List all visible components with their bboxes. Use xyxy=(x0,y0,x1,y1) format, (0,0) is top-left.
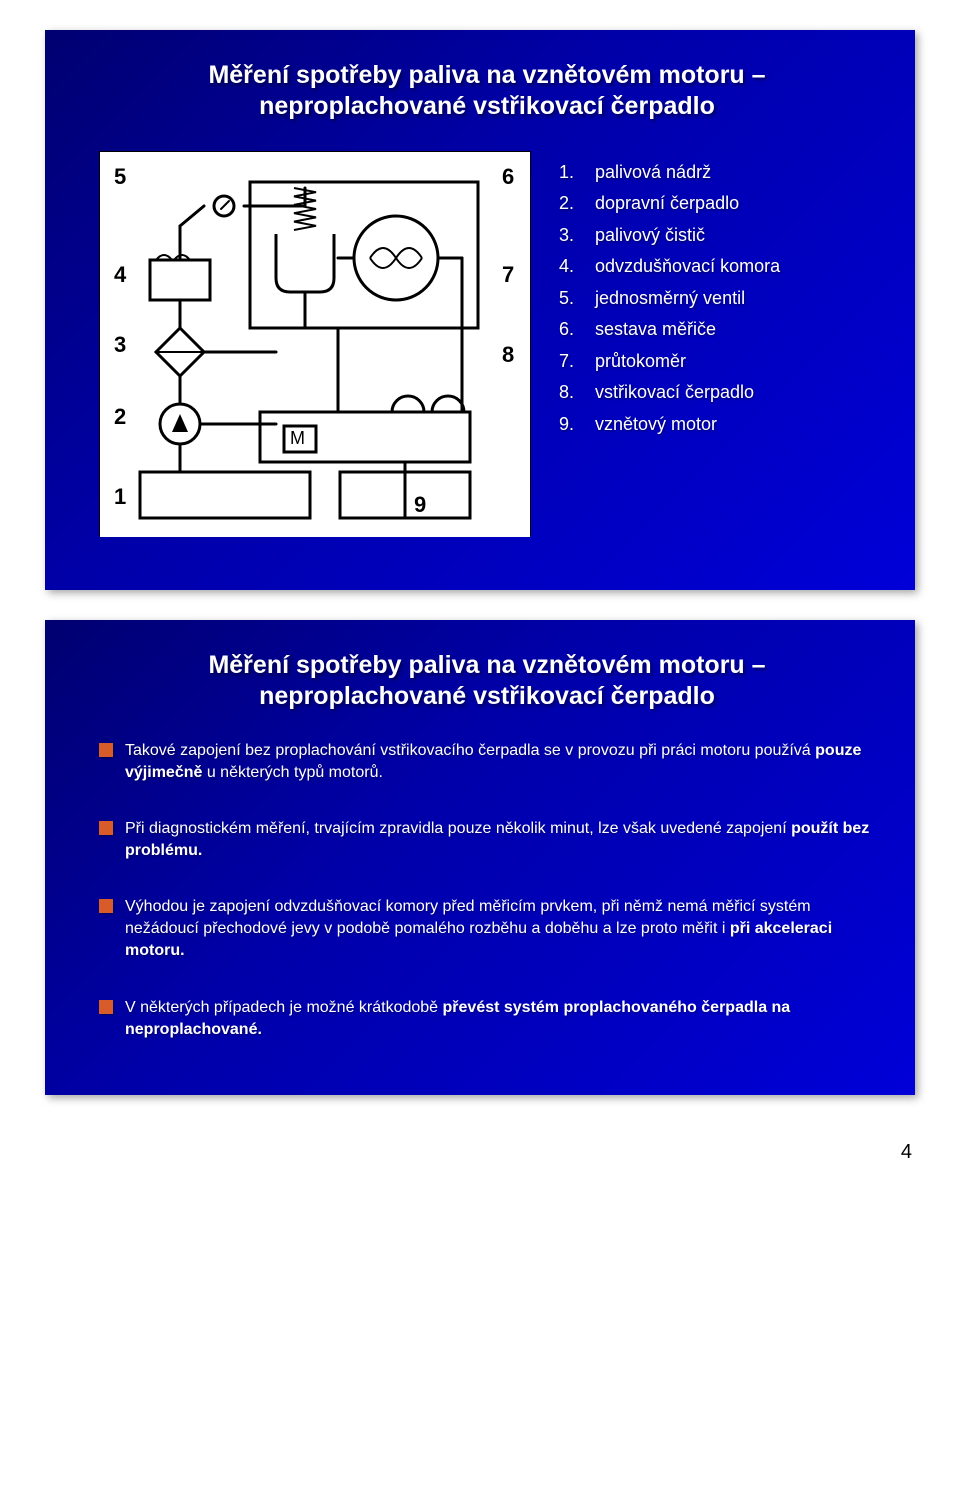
legend-item-number: 8. xyxy=(559,377,581,409)
legend-item: 4. odvzdušňovací komora xyxy=(559,251,875,283)
bullet-marker-icon xyxy=(99,743,113,757)
svg-text:M: M xyxy=(290,428,305,448)
bullet-item: V některých případech je možné krátkodob… xyxy=(99,997,875,1041)
legend-item: 5. jednosměrný ventil xyxy=(559,283,875,315)
legend-item-number: 3. xyxy=(559,220,581,252)
title-line-1: Měření spotřeby paliva na vznětovém moto… xyxy=(208,651,765,679)
legend-item-label: sestava měřiče xyxy=(595,314,716,346)
svg-text:1: 1 xyxy=(114,484,126,509)
legend-item-number: 4. xyxy=(559,251,581,283)
title-line-1: Měření spotřeby paliva na vznětovém moto… xyxy=(208,61,765,89)
page-number: 4 xyxy=(0,1141,912,1164)
bullet-marker-icon xyxy=(99,899,113,913)
legend-item-label: vznětový motor xyxy=(595,409,717,441)
legend-item-number: 9. xyxy=(559,409,581,441)
legend-item-label: vstřikovací čerpadlo xyxy=(595,377,754,409)
slide-1-title: Měření spotřeby paliva na vznětovém moto… xyxy=(99,60,875,123)
legend-item: 3. palivový čistič xyxy=(559,220,875,252)
legend-item-number: 7. xyxy=(559,346,581,378)
legend-item-number: 5. xyxy=(559,283,581,315)
svg-text:3: 3 xyxy=(114,332,126,357)
title-line-2: neproplachované vstřikovací čerpadlo xyxy=(259,682,715,710)
title-line-2: neproplachované vstřikovací čerpadlo xyxy=(259,92,715,120)
legend-item: 6. sestava měřiče xyxy=(559,314,875,346)
legend-item: 1. palivová nádrž xyxy=(559,157,875,189)
legend-item-label: dopravní čerpadlo xyxy=(595,188,739,220)
bullet-text: V některých případech je možné krátkodob… xyxy=(125,997,875,1041)
bullet-text: Výhodou je zapojení odvzdušňovací komory… xyxy=(125,896,875,962)
svg-text:6: 6 xyxy=(502,164,514,189)
svg-text:2: 2 xyxy=(114,404,126,429)
legend-item-label: odvzdušňovací komora xyxy=(595,251,780,283)
legend-item: 9. vznětový motor xyxy=(559,409,875,441)
svg-text:8: 8 xyxy=(502,342,514,367)
svg-text:9: 9 xyxy=(414,492,426,517)
svg-text:4: 4 xyxy=(114,262,127,287)
legend-item-label: jednosměrný ventil xyxy=(595,283,745,315)
slide-2-title: Měření spotřeby paliva na vznětovém moto… xyxy=(99,650,875,713)
legend-item-number: 6. xyxy=(559,314,581,346)
svg-text:7: 7 xyxy=(502,262,514,287)
bullet-list: Takové zapojení bez proplachování vstřik… xyxy=(99,740,875,1041)
legend-item: 8. vstřikovací čerpadlo xyxy=(559,377,875,409)
bullet-item: Při diagnostickém měření, trvajícím zpra… xyxy=(99,818,875,862)
slide-2: Měření spotřeby paliva na vznětovém moto… xyxy=(45,620,915,1095)
diagram-svg: M 1 2 3 4 5 6 7 8 9 xyxy=(100,152,530,537)
slide-1-body: M 1 2 3 4 5 6 7 8 9 1. palivová nádrž 2. dopravní če… xyxy=(99,151,875,536)
legend-item: 2. dopravní čerpadlo xyxy=(559,188,875,220)
slide-1: Měření spotřeby paliva na vznětovém moto… xyxy=(45,30,915,590)
diagram-legend: 1. palivová nádrž 2. dopravní čerpadlo 3. pal… xyxy=(559,157,875,441)
bullet-item: Výhodou je zapojení odvzdušňovací komory… xyxy=(99,896,875,962)
legend-item: 7. průtokoměr xyxy=(559,346,875,378)
legend-item-number: 1. xyxy=(559,157,581,189)
bullet-marker-icon xyxy=(99,1000,113,1014)
legend-list: 1. palivová nádrž 2. dopravní čerpadlo 3. pal… xyxy=(559,157,875,441)
svg-text:5: 5 xyxy=(114,164,126,189)
bullet-marker-icon xyxy=(99,821,113,835)
bullet-text: Při diagnostickém měření, trvajícím zpra… xyxy=(125,818,875,862)
legend-item-number: 2. xyxy=(559,188,581,220)
schematic-diagram: M 1 2 3 4 5 6 7 8 9 xyxy=(99,151,531,536)
bullet-item: Takové zapojení bez proplachování vstřik… xyxy=(99,740,875,784)
legend-item-label: palivová nádrž xyxy=(595,157,711,189)
bullet-text: Takové zapojení bez proplachování vstřik… xyxy=(125,740,875,784)
legend-item-label: průtokoměr xyxy=(595,346,686,378)
legend-item-label: palivový čistič xyxy=(595,220,705,252)
